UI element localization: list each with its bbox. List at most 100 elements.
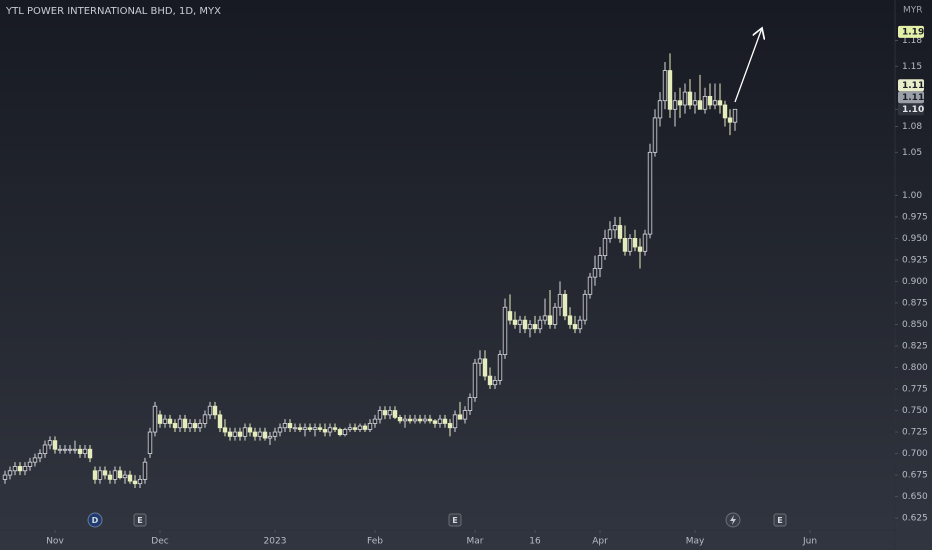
candle [382, 406, 388, 420]
candle [632, 229, 638, 252]
candle [132, 475, 138, 488]
candle-body [507, 311, 513, 321]
candle [112, 466, 118, 484]
candle [707, 83, 713, 110]
candle-body [672, 100, 678, 110]
candle-body [352, 427, 358, 430]
candle [732, 108, 738, 131]
candle-body [302, 427, 308, 430]
candle [52, 436, 58, 454]
candle [42, 440, 48, 458]
y-tick-label: 0.675 [902, 471, 928, 481]
candle [597, 247, 603, 278]
event-marker[interactable]: E [448, 513, 462, 527]
y-tick-label: 0.800 [902, 363, 928, 373]
candle-body [342, 429, 348, 436]
candle-body [457, 414, 463, 420]
candle-body [77, 448, 83, 454]
candle-body [717, 100, 723, 106]
event-icon[interactable] [87, 512, 103, 528]
candle-body [147, 431, 153, 454]
event-lightning[interactable] [725, 512, 741, 528]
candle-body [472, 362, 478, 399]
candle-body [537, 319, 543, 330]
candle [442, 414, 448, 428]
candle [657, 92, 663, 127]
event-icon[interactable] [448, 513, 462, 527]
candle [422, 414, 428, 424]
candle-body [522, 319, 528, 330]
candle [557, 281, 563, 316]
candle [357, 423, 363, 433]
candle [237, 427, 243, 441]
y-tick-label: 0.650 [902, 492, 928, 502]
candle-body [307, 427, 313, 430]
candle-body [412, 418, 418, 422]
candle-body [657, 100, 663, 119]
candle-body [172, 423, 178, 429]
candle [157, 410, 163, 428]
candle-body [127, 474, 133, 482]
candle [187, 419, 193, 433]
candle [697, 74, 703, 110]
candle [602, 229, 608, 260]
candle [437, 414, 443, 428]
candle [727, 109, 733, 136]
candle [577, 315, 583, 334]
price-label-box [898, 79, 924, 92]
candle-body [497, 354, 503, 381]
candle-body [167, 418, 173, 424]
price-label-box [898, 25, 924, 38]
candle-body [327, 427, 333, 433]
candle-body [557, 293, 563, 308]
y-tick-label: 0.625 [902, 514, 928, 524]
event-marker[interactable]: D [87, 512, 103, 528]
event-icon[interactable] [773, 513, 787, 527]
candle-body [207, 405, 213, 416]
candle [17, 462, 23, 476]
candle-body [97, 470, 103, 480]
candle [392, 406, 398, 420]
candle [687, 79, 693, 110]
candle [152, 401, 158, 437]
candle [497, 350, 503, 385]
candle-body [542, 315, 548, 321]
candle [207, 401, 213, 420]
candle [612, 216, 618, 239]
candle-body [232, 431, 238, 437]
y-tick-label: 0.900 [902, 277, 928, 287]
candle [307, 423, 313, 433]
candle-body [432, 420, 438, 424]
candle-body [332, 427, 338, 430]
candle [22, 462, 28, 476]
candle [462, 406, 468, 424]
price-label: 1.10 [902, 105, 924, 115]
candle [212, 401, 218, 420]
candle-body [647, 151, 653, 235]
candle [92, 466, 98, 484]
candle-body [387, 410, 393, 416]
candle-body [572, 324, 578, 330]
candle-body [682, 91, 688, 106]
candle [387, 406, 393, 420]
event-icon[interactable] [133, 513, 147, 527]
candle-body [157, 414, 163, 424]
x-tick-label: Dec [151, 537, 168, 547]
candle [582, 290, 588, 325]
event-marker[interactable]: E [133, 513, 147, 527]
x-tick-label: Mar [467, 537, 484, 547]
candle-body [37, 453, 43, 459]
candle [347, 423, 353, 433]
candle-body [512, 319, 518, 325]
y-tick-label: 0.850 [902, 320, 928, 330]
y-tick-label: 0.750 [902, 406, 928, 416]
candle [27, 457, 33, 471]
event-marker[interactable]: E [773, 513, 787, 527]
candle-body [532, 324, 538, 330]
candle [527, 320, 533, 338]
candle [247, 423, 253, 437]
candle-body [727, 117, 733, 123]
candle [267, 432, 273, 445]
candle [87, 444, 93, 463]
candle [642, 229, 648, 256]
